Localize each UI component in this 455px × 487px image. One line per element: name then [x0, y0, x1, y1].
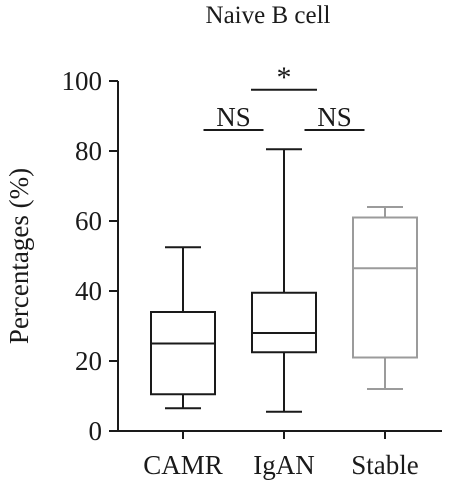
significance-label: NS [216, 102, 251, 132]
box-iqr [251, 291, 317, 354]
y-tick-label: 20 [75, 346, 102, 376]
y-tick-label: 40 [75, 276, 102, 306]
y-axis-label: Percentages (%) [4, 168, 34, 344]
box-iqr [150, 311, 216, 396]
chart-title: Naive B cell [206, 2, 331, 29]
y-tick-label: 80 [75, 136, 102, 166]
y-tick-label: 0 [89, 416, 103, 446]
x-tick-label: IgAN [253, 450, 315, 480]
x-tick-label: Stable [351, 450, 419, 480]
x-tick-label: CAMR [143, 450, 223, 480]
y-tick-label: 100 [62, 66, 103, 96]
box-iqr [352, 216, 418, 359]
significance-label: NS [317, 102, 352, 132]
significance-label: * [277, 61, 292, 94]
y-tick-label: 60 [75, 206, 102, 236]
